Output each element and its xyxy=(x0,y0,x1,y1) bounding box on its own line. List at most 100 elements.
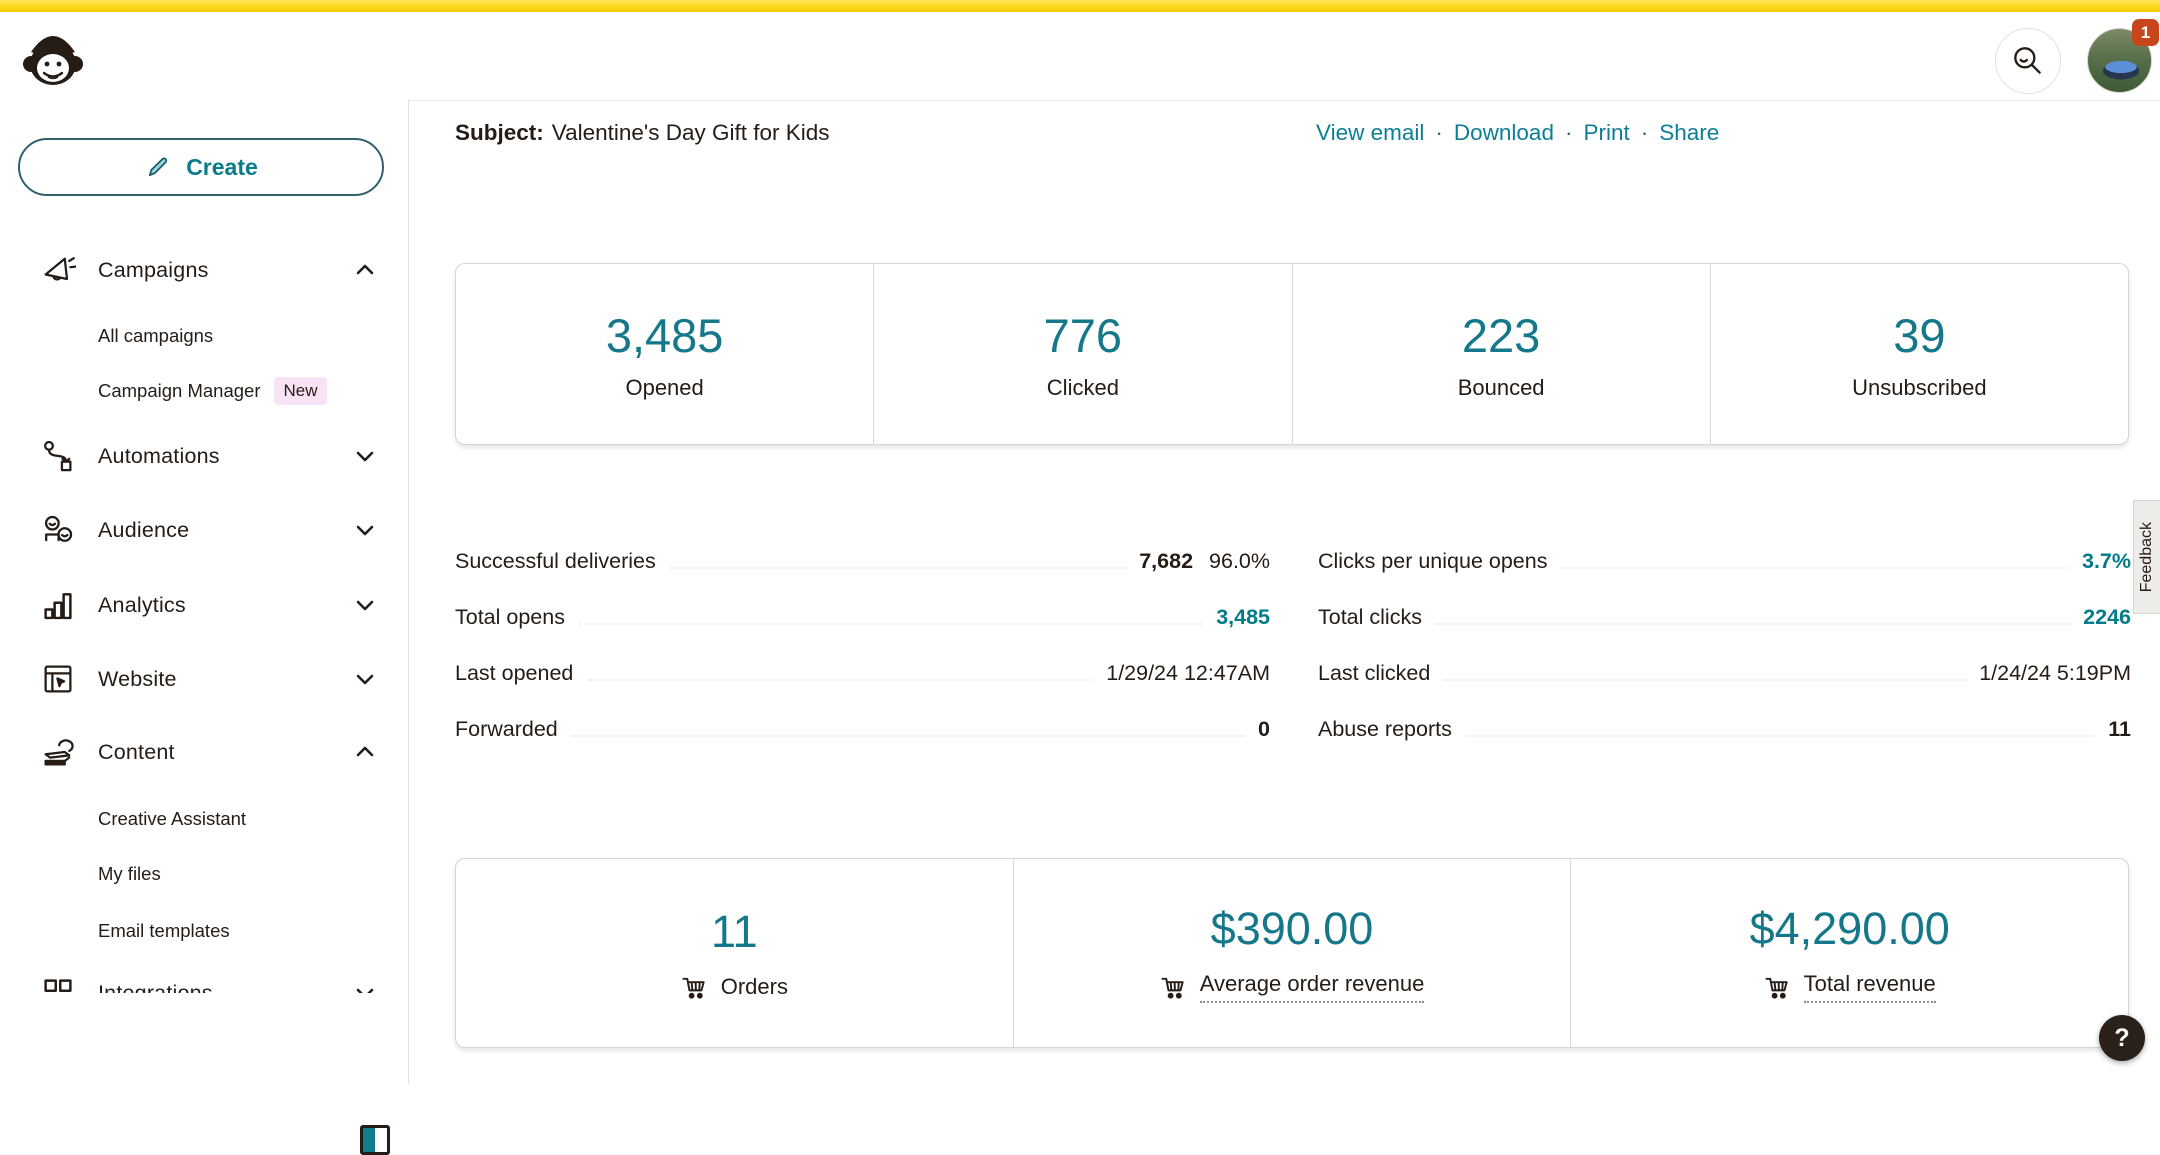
detail-label: Clicks per unique opens xyxy=(1318,549,1547,574)
collapse-sidebar-toggle[interactable] xyxy=(360,1125,390,1155)
view-email-link[interactable]: View email xyxy=(1316,117,1424,149)
detail-row-total-clicks: Total clicks 2246 xyxy=(1318,589,2131,645)
orders-label: Orders xyxy=(721,974,788,1000)
print-link[interactable]: Print xyxy=(1583,117,1629,149)
sidebar-item-audience[interactable]: Audience xyxy=(0,508,408,552)
sidebar-item-website[interactable]: Website xyxy=(0,657,408,701)
stats-card: 3,485 Opened 776 Clicked 223 Bounced 39 … xyxy=(455,263,2129,445)
grid-icon xyxy=(40,975,76,993)
megaphone-icon xyxy=(40,252,76,288)
download-link[interactable]: Download xyxy=(1454,117,1554,149)
detail-label: Successful deliveries xyxy=(455,549,656,574)
detail-value-link[interactable]: 3,485 xyxy=(1216,605,1270,630)
sidebar-item-content[interactable]: Content xyxy=(0,730,408,774)
sidebar-subitem-label: Email templates xyxy=(98,920,230,942)
sidebar-item-creative-assistant[interactable]: Creative Assistant xyxy=(98,800,246,838)
cart-icon xyxy=(1764,974,1791,1001)
dotted-leader xyxy=(587,679,1092,681)
sidebar-item-campaign-manager[interactable]: Campaign Manager New xyxy=(98,372,327,410)
revenue-orders: 11 Orders xyxy=(456,859,1014,1047)
detail-row-last-opened: Last opened 1/29/24 12:47AM xyxy=(455,645,1270,701)
stat-opened-value[interactable]: 3,485 xyxy=(606,308,724,363)
sidebar-item-analytics[interactable]: Analytics xyxy=(0,583,408,627)
detail-row-last-clicked: Last clicked 1/24/24 5:19PM xyxy=(1318,645,2131,701)
chevron-down-icon xyxy=(352,592,378,618)
detail-row-total-opens: Total opens 3,485 xyxy=(455,589,1270,645)
chevron-up-icon xyxy=(352,257,378,283)
detail-row-clicks-per-unique-opens: Clicks per unique opens 3.7% xyxy=(1318,533,2131,589)
average-order-revenue-label[interactable]: Average order revenue xyxy=(1200,971,1425,1003)
sidebar-item-label: Analytics xyxy=(98,583,186,627)
sidebar-nav: Campaigns All campaigns Campaign Manager… xyxy=(0,100,408,993)
notification-badge[interactable]: 1 xyxy=(2132,19,2159,46)
stat-clicked-label: Clicked xyxy=(1047,375,1119,401)
detail-label: Abuse reports xyxy=(1318,717,1452,742)
question-mark-icon: ? xyxy=(2114,1024,2129,1053)
sidebar-divider xyxy=(408,100,409,1084)
sidebar-item-all-campaigns[interactable]: All campaigns xyxy=(98,317,213,355)
detail-value: 11 xyxy=(2108,717,2131,742)
audience-icon xyxy=(40,512,76,548)
feedback-tab-label: Feedback xyxy=(2138,522,2156,592)
sidebar-item-label: Campaigns xyxy=(98,248,209,292)
dotted-leader xyxy=(579,623,1202,625)
sidebar-item-automations[interactable]: Automations xyxy=(0,434,408,478)
search-button[interactable] xyxy=(1995,28,2061,94)
stat-unsubscribed: 39 Unsubscribed xyxy=(1711,264,2128,444)
mailchimp-freddie-logo[interactable] xyxy=(22,22,84,92)
detail-value-link[interactable]: 2246 xyxy=(2083,605,2131,630)
detail-value-link[interactable]: 3.7% xyxy=(2082,549,2131,574)
detail-label: Forwarded xyxy=(455,717,558,742)
top-yellow-bar xyxy=(0,0,2160,12)
sidebar-subitem-label: Creative Assistant xyxy=(98,808,246,830)
average-order-revenue-value: $390.00 xyxy=(1211,903,1374,955)
automations-icon xyxy=(40,438,76,474)
sidebar-item-label: Audience xyxy=(98,508,189,552)
cart-icon xyxy=(1160,974,1187,1001)
search-icon xyxy=(2009,42,2047,80)
stat-clicked: 776 Clicked xyxy=(874,264,1292,444)
help-button[interactable]: ? xyxy=(2099,1015,2145,1061)
stat-clicked-value[interactable]: 776 xyxy=(1044,308,1122,363)
chevron-up-icon xyxy=(352,739,378,765)
dotted-leader xyxy=(670,567,1125,569)
details-right-column: Clicks per unique opens 3.7% Total click… xyxy=(1318,533,2131,757)
content-stack-icon xyxy=(40,734,76,770)
sidebar-item-label: Website xyxy=(98,657,177,701)
detail-label: Last opened xyxy=(455,661,573,686)
sidebar-item-my-files[interactable]: My files xyxy=(98,855,161,893)
action-separator: · xyxy=(1565,117,1573,149)
detail-value: 1/24/24 5:19PM xyxy=(1979,661,2131,686)
detail-label: Total clicks xyxy=(1318,605,1422,630)
feedback-tab[interactable]: Feedback xyxy=(2133,500,2160,614)
total-revenue-value: $4,290.00 xyxy=(1750,903,1950,955)
action-separator: · xyxy=(1641,117,1649,149)
detail-value: 7,682 xyxy=(1139,549,1193,574)
new-badge: New xyxy=(274,377,326,405)
sidebar-item-integrations[interactable]: Integrations xyxy=(0,971,408,993)
sidebar-item-email-templates[interactable]: Email templates xyxy=(98,912,230,950)
sidebar-subitem-label: All campaigns xyxy=(98,325,213,347)
total-revenue-label[interactable]: Total revenue xyxy=(1804,971,1936,1003)
stat-unsubscribed-label: Unsubscribed xyxy=(1852,375,1987,401)
sidebar: Create Campaigns All campaigns Campaign … xyxy=(0,100,408,1084)
chevron-down-icon xyxy=(352,443,378,469)
dotted-leader xyxy=(1444,679,1965,681)
share-link[interactable]: Share xyxy=(1659,117,1719,149)
stat-bounced-value[interactable]: 223 xyxy=(1462,308,1540,363)
app-header: 1 xyxy=(0,12,2160,101)
stat-opened-label: Opened xyxy=(625,375,703,401)
detail-row-abuse-reports: Abuse reports 11 xyxy=(1318,701,2131,757)
detail-row-successful-deliveries: Successful deliveries 7,682 96.0% xyxy=(455,533,1270,589)
chevron-down-icon xyxy=(352,980,378,993)
stat-opened: 3,485 Opened xyxy=(456,264,874,444)
cart-icon xyxy=(681,974,708,1001)
details-left-column: Successful deliveries 7,682 96.0% Total … xyxy=(455,533,1270,757)
revenue-average-order: $390.00 Average order revenue xyxy=(1014,859,1572,1047)
stat-unsubscribed-value[interactable]: 39 xyxy=(1893,308,1945,363)
detail-label: Total opens xyxy=(455,605,565,630)
detail-value: 1/29/24 12:47AM xyxy=(1106,661,1270,686)
revenue-total: $4,290.00 Total revenue xyxy=(1571,859,2128,1047)
sidebar-item-campaigns[interactable]: Campaigns xyxy=(0,248,408,292)
action-separator: · xyxy=(1435,117,1443,149)
